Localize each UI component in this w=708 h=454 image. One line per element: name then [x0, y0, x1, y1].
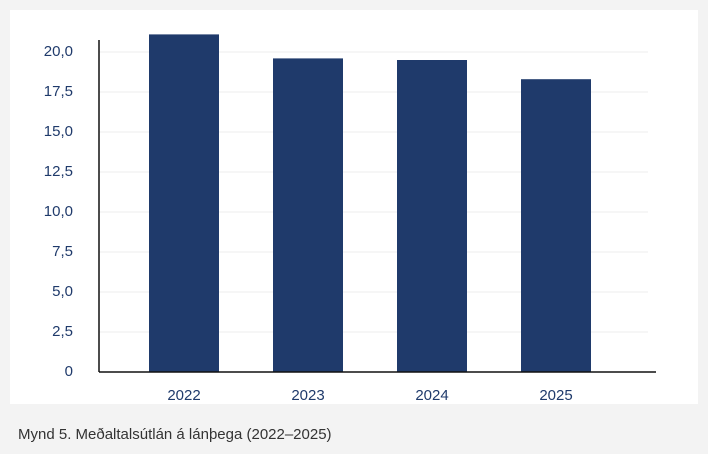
- bar: [397, 60, 467, 372]
- chart-caption: Mynd 5. Meðaltalsútlán á lánþega (2022–2…: [18, 426, 332, 443]
- bar: [273, 58, 343, 373]
- x-tick-label: 2024: [415, 387, 448, 404]
- y-tick-label: 0: [65, 363, 73, 380]
- bar: [521, 79, 591, 372]
- x-tick-label: 2022: [167, 387, 200, 404]
- y-tick-label: 12,5: [44, 163, 73, 180]
- y-tick-label: 2,5: [52, 323, 73, 340]
- y-tick-label: 20,0: [44, 43, 73, 60]
- y-tick-label: 5,0: [52, 283, 73, 300]
- y-tick-label: 7,5: [52, 243, 73, 260]
- y-tick-label: 10,0: [44, 203, 73, 220]
- x-tick-label: 2025: [539, 387, 572, 404]
- x-tick-label: 2023: [291, 387, 324, 404]
- y-tick-label: 15,0: [44, 123, 73, 140]
- chart-panel: [10, 10, 698, 404]
- y-tick-label: 17,5: [44, 83, 73, 100]
- bar: [149, 34, 219, 373]
